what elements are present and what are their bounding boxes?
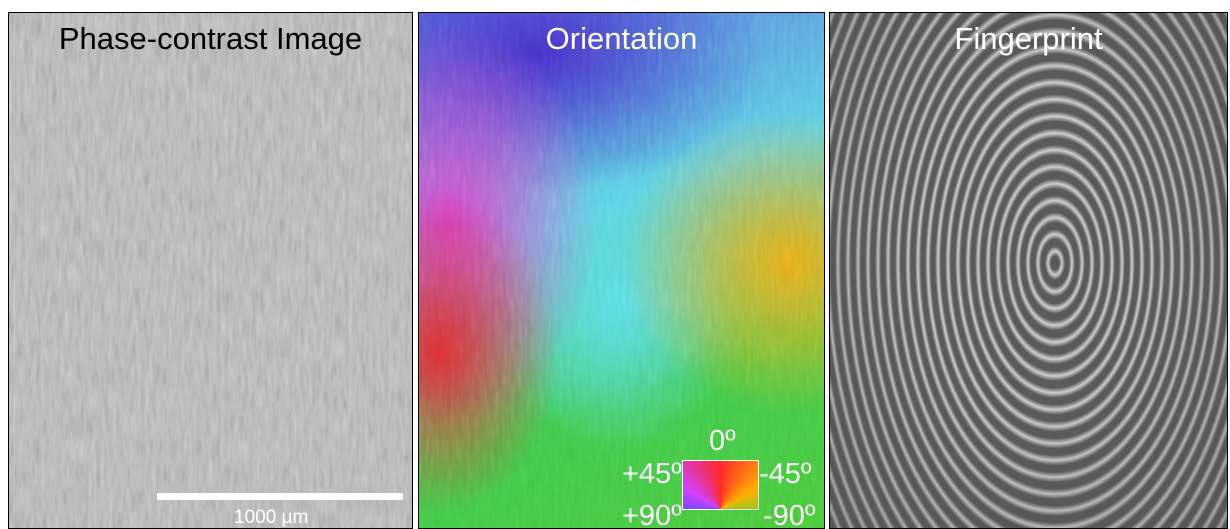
legend-label: +90º [622,500,682,529]
panel-title: Fingerprint [830,21,1227,57]
panel-title: Orientation [419,21,824,57]
orientation-panel: Orientation 0º +45º -45º +90º -90º [418,12,825,529]
legend-label: +45º [622,458,682,491]
legend-label: -90º [763,500,816,529]
scale-label: 1000 µm [234,507,308,529]
orientation-legend [682,460,759,510]
scale-bar [157,493,403,500]
page: Phase-contrast Image 1000 µm Orientation… [0,0,1230,529]
cell-texture [9,13,412,528]
panel-title: Phase-contrast Image [9,21,412,57]
legend-label: -45º [759,458,812,491]
phase-contrast-panel: Phase-contrast Image 1000 µm [8,12,413,529]
legend-label: 0º [709,425,736,458]
fingerprint-panel: Fingerprint [829,12,1228,529]
cell-texture [419,13,824,528]
